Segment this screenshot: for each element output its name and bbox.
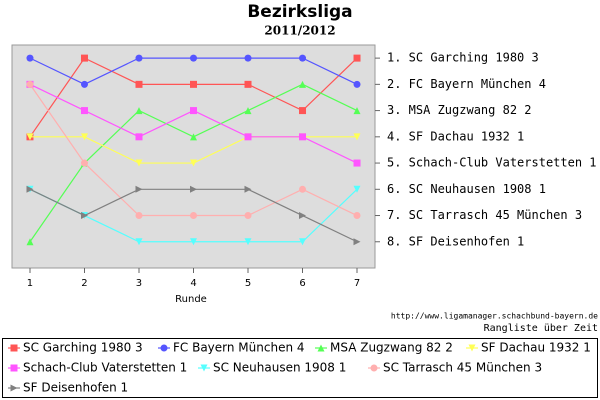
marker [80,80,88,88]
marker [135,159,143,167]
marker [299,80,307,88]
marker [244,238,252,246]
x-tick-label: 6 [299,278,305,289]
marker [353,80,361,88]
marker [135,238,143,246]
marker [80,54,88,62]
y-tick-label: 5. Schach-Club Vaterstetten 1 [387,156,597,170]
plot-area [11,44,376,269]
marker [190,212,197,220]
marker [26,54,34,62]
marker [80,107,88,115]
marker [26,185,34,193]
x-tick-label: 4 [190,278,196,289]
marker [244,80,252,88]
marker [353,159,361,167]
chart-subtitle: 2011/2012 [264,24,335,38]
legend-label: SC Garching 1980 3 [23,341,143,355]
legend-marker [317,344,325,352]
marker [353,212,361,220]
y-tick-label: 2. FC Bayern München 4 [387,77,546,91]
legend-label: Schach-Club Vaterstetten 1 [23,361,187,375]
legend-marker [200,364,208,372]
y-tick-label: 4. SF Dachau 1932 1 [387,129,524,143]
marker [244,212,252,220]
source: http://www.ligamanager.schachbund-bayern… [391,312,598,321]
marker [190,159,197,167]
legend-marker [10,364,18,372]
caption: Rangliste über Zeit [484,323,598,334]
x-tick-label: 3 [136,278,142,289]
marker [135,212,143,220]
marker [299,212,307,220]
marker [190,185,197,193]
x-axis-label: Runde [175,294,207,305]
marker [26,133,34,141]
x-tick-label: 1 [27,278,33,289]
legend-label: FC Bayern München 4 [173,341,305,355]
y-tick-label: 1. SC Garching 1980 3 [387,51,539,65]
chart-title: Bezirksliga [247,2,352,22]
legend-label: SC Tarrasch 45 München 3 [383,361,542,375]
marker [353,107,361,115]
marker [190,107,197,115]
marker [190,238,197,246]
marker [299,54,307,62]
x-tick-label: 7 [354,278,360,289]
y-tick-label: 6. SC Neuhausen 1908 1 [387,182,546,196]
y-tick-label: 8. SF Deisenhofen 1 [387,234,524,248]
marker [353,133,361,141]
marker [244,107,252,115]
y-tick-label: 3. MSA Zugzwang 82 2 [387,103,532,117]
marker [135,54,143,62]
marker [135,80,143,88]
marker [80,212,88,220]
marker [353,185,361,193]
marker [26,80,34,88]
legend-marker [160,344,168,352]
x-tick-label: 2 [81,278,87,289]
marker [190,133,197,141]
marker [244,133,252,141]
marker [244,185,252,193]
marker [135,107,143,115]
legend-marker [370,364,378,372]
x-tick-label: 5 [245,278,251,289]
marker [80,159,88,167]
marker [353,238,361,246]
marker [26,238,34,246]
legend-label: SF Deisenhofen 1 [23,381,128,395]
legend-marker [10,344,18,352]
marker [299,133,307,141]
marker [299,185,307,193]
legend-box [2,338,598,398]
marker [244,54,252,62]
marker [190,80,197,88]
marker [135,133,143,141]
legend-label: SC Neuhausen 1908 1 [213,361,346,375]
marker [299,107,307,115]
marker [190,54,197,62]
legend-marker [468,344,476,352]
marker [135,185,143,193]
y-tick-label: 7. SC Tarrasch 45 München 3 [387,208,582,222]
marker [80,133,88,141]
marker [299,238,307,246]
marker [353,54,361,62]
legend-label: SF Dachau 1932 1 [481,341,591,355]
legend-label: MSA Zugzwang 82 2 [330,341,453,355]
legend-marker [10,384,18,392]
